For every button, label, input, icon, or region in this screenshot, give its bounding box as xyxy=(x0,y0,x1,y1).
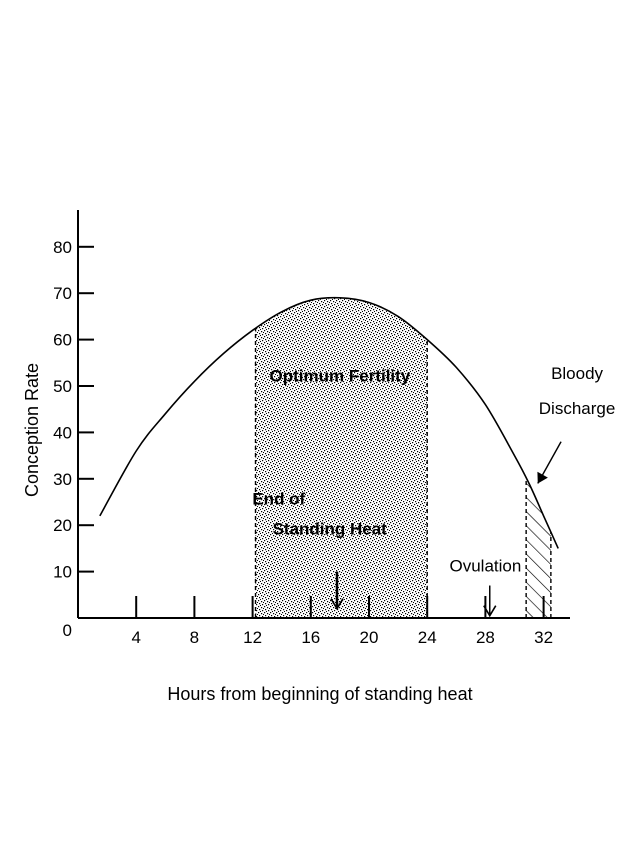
y-tick-label-70: 70 xyxy=(53,284,72,303)
axes xyxy=(77,210,570,619)
x-tick-label-28: 28 xyxy=(476,628,495,647)
x-tick-label-8: 8 xyxy=(190,628,199,647)
x-tick-label-16: 16 xyxy=(301,628,320,647)
y-tick-label-10: 10 xyxy=(53,563,72,582)
annotation-end_heat_1: End of xyxy=(252,489,305,508)
y-tick-label-80: 80 xyxy=(53,238,72,257)
arrow-head-end_heat_arrow xyxy=(330,598,344,611)
y-tick-label-30: 30 xyxy=(53,470,72,489)
annotation-optimum: Optimum Fertility xyxy=(270,366,411,385)
annotation-ovulation: Ovulation xyxy=(449,557,521,576)
curve xyxy=(99,296,559,549)
annotation-end_heat_2: Standing Heat xyxy=(273,519,388,538)
x-tick-label-0: 0 xyxy=(63,621,72,640)
ticks: 10 20 30 40 50 60 70 80 0 4 8 12 16 20 24 28 32 xyxy=(53,238,553,647)
conception-rate-curve xyxy=(99,296,559,549)
x-tick-label-20: 20 xyxy=(360,628,379,647)
y-tick-label-20: 20 xyxy=(53,516,72,535)
arrow-head-ovulation_arrow xyxy=(483,605,497,618)
x-tick-label-4: 4 xyxy=(131,628,140,647)
y-tick-label-50: 50 xyxy=(53,377,72,396)
annotation-bloody_1: Bloody xyxy=(551,364,603,383)
x-tick-label-12: 12 xyxy=(243,628,262,647)
arrow-head-discharge_arrow xyxy=(537,471,548,484)
y-axis-title: Conception Rate xyxy=(22,363,42,497)
shaded-region-0 xyxy=(255,298,428,618)
shaded-regions xyxy=(254,298,552,618)
x-tick-label-24: 24 xyxy=(418,628,437,647)
x-axis-title: Hours from beginning of standing heat xyxy=(167,684,472,704)
shaded-region-1 xyxy=(526,477,551,618)
annotations: Optimum Fertility End of Standing Heat Ovul… xyxy=(252,364,616,618)
y-tick-label-60: 60 xyxy=(53,331,72,350)
x-tick-label-32: 32 xyxy=(534,628,553,647)
y-tick-label-40: 40 xyxy=(53,423,72,442)
annotation-bloody_2: Discharge xyxy=(539,399,616,418)
